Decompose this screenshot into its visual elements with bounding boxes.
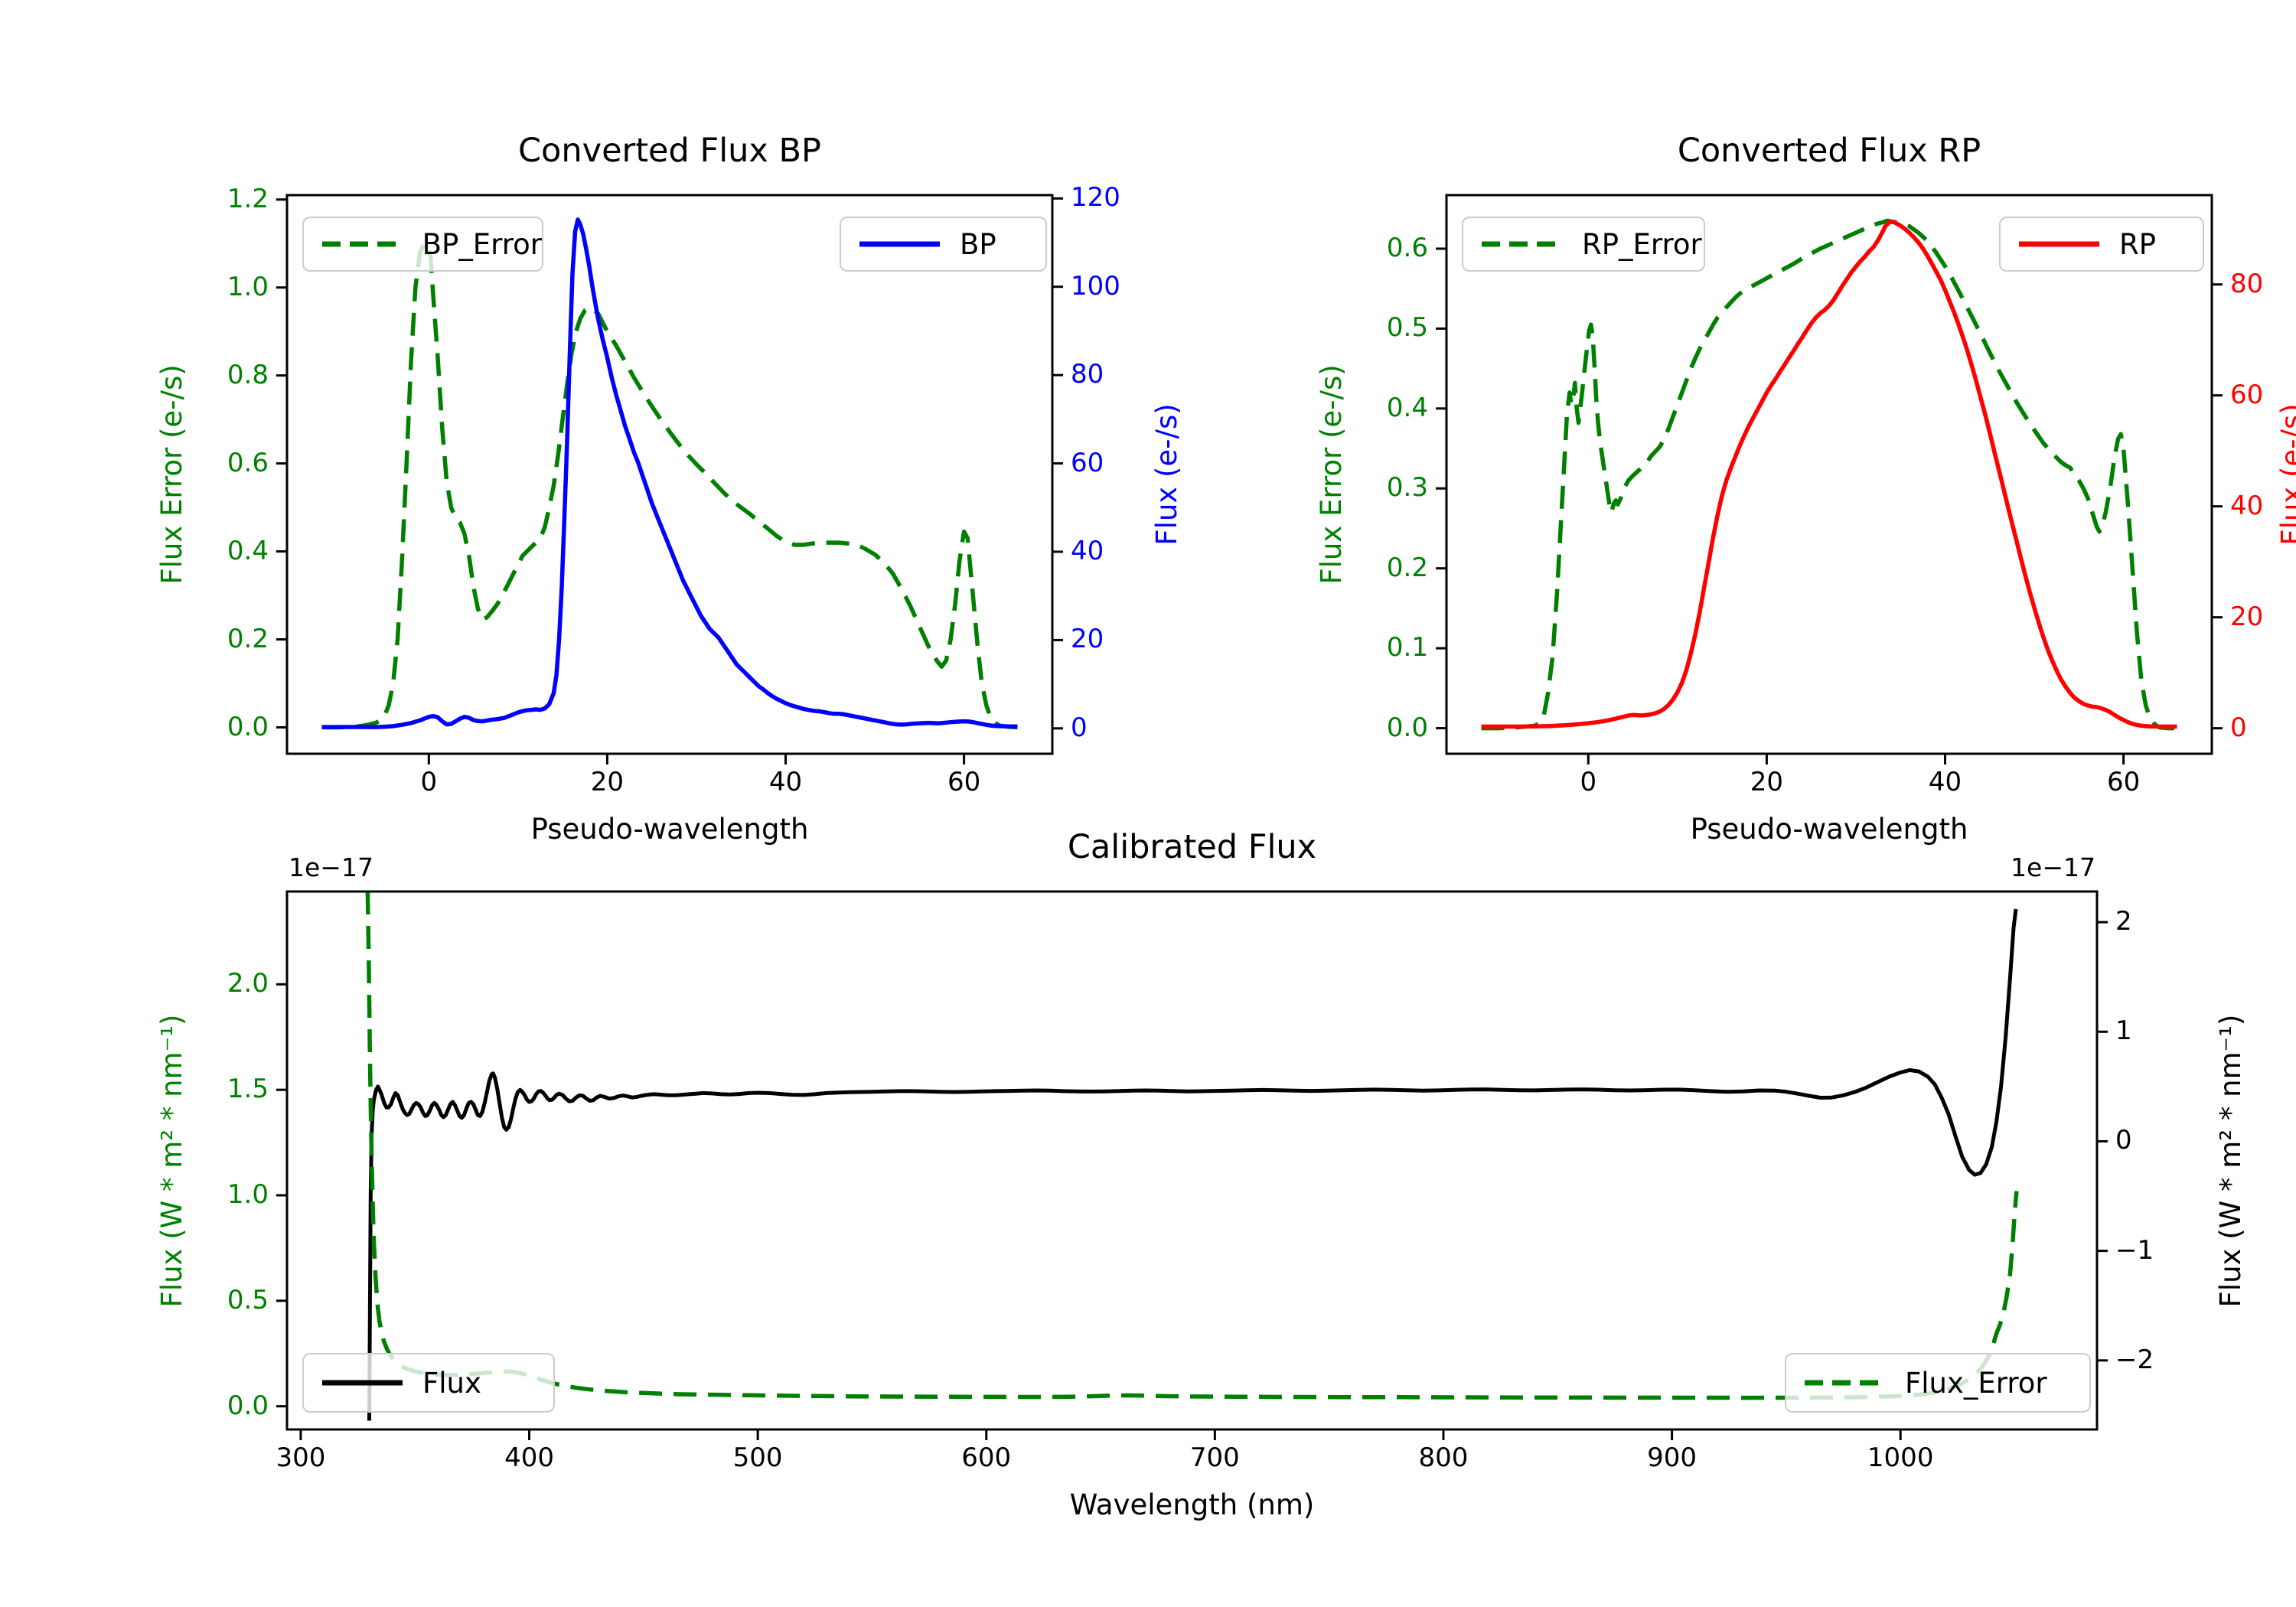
bp-yright-tick-label: 40 <box>1071 535 1104 566</box>
calibrated-yright-tick-label: 0 <box>2115 1125 2132 1156</box>
bp-xlabel: Pseudo-wavelength <box>530 813 809 846</box>
calibrated-legend-flux: Flux <box>302 1353 555 1413</box>
bp-yright-tick-label: 80 <box>1071 359 1104 390</box>
legend-label: RP <box>2119 227 2157 261</box>
legend-line-sample <box>322 1380 403 1386</box>
calibrated-yleft-tick-label: 0.5 <box>227 1284 269 1315</box>
bp-yleft-tick-label: 0.8 <box>227 359 269 390</box>
calibrated-axes-frame <box>285 890 2099 1431</box>
legend-label: RP_Error <box>1582 227 1702 261</box>
legend-label: Flux <box>422 1366 481 1400</box>
rp-legend-rp_error: RP_Error <box>1462 217 1705 272</box>
calibrated-plot-canvas <box>276 890 2108 1440</box>
rp-yright-label: Flux (e-/s) <box>2275 403 2296 546</box>
bp-yleft-tick-label: 0.2 <box>227 623 269 654</box>
rp-yleft-label: Flux Error (e-/s) <box>1315 364 1348 585</box>
calibrated-xlabel: Wavelength (nm) <box>1069 1488 1315 1521</box>
rp-yleft-tick-label: 0.0 <box>1386 712 1428 743</box>
bp-yleft-tick-label: 0.6 <box>227 447 269 478</box>
rp-yright-tick-label: 20 <box>2230 601 2264 632</box>
calibrated-yleft-tick-label: 2.0 <box>227 968 269 999</box>
bp-title: Converted Flux BP <box>518 132 821 170</box>
rp-x-tick-label: 60 <box>2106 767 2141 797</box>
calibrated-yright-tick-label: 1 <box>2115 1015 2132 1047</box>
bp-yright-tick-label: 100 <box>1071 270 1120 302</box>
calibrated-yright-offset: 1e−17 <box>2011 852 2095 882</box>
bp-x-tick-label: 40 <box>768 767 803 797</box>
rp-axes-frame <box>1445 194 2213 755</box>
bp-plot-canvas <box>276 194 1063 764</box>
bp-yleft-tick-label: 1.0 <box>227 271 269 302</box>
legend-line-sample <box>1482 241 1562 247</box>
rp-title: Converted Flux RP <box>1677 132 1981 170</box>
calibrated-x-tick-label: 400 <box>504 1442 554 1473</box>
rp-legend-rp: RP <box>1999 217 2204 272</box>
calibrated-x-tick-label: 900 <box>1647 1442 1698 1473</box>
bp-yright-tick-label: 60 <box>1071 447 1104 478</box>
flux-line <box>367 908 2018 1421</box>
calibrated-yleft-label: Flux (W * m² * nm⁻¹) <box>155 1014 188 1307</box>
legend-line-sample <box>1805 1380 1885 1386</box>
calibrated-yleft-tick-label: 1.5 <box>227 1074 269 1105</box>
bp-x-tick-label: 60 <box>947 767 981 797</box>
bp-axes-frame <box>285 194 1054 755</box>
calibrated-legend-flux_error: Flux_Error <box>1785 1353 2091 1413</box>
calibrated-title: Calibrated Flux <box>1067 828 1317 866</box>
rp-yleft-tick-label: 0.3 <box>1386 472 1428 504</box>
rp-x-tick-label: 20 <box>1750 767 1784 797</box>
rp_error-line <box>1481 218 2177 731</box>
bp-x-tick-label: 0 <box>420 767 438 797</box>
rp-line <box>1481 220 2177 729</box>
rp-xlabel: Pseudo-wavelength <box>1690 813 1968 846</box>
bp-yleft-tick-label: 1.2 <box>227 183 269 214</box>
rp-yright-tick-label: 60 <box>2230 379 2264 410</box>
rp-yright-tick-label: 80 <box>2230 268 2264 299</box>
bp-line <box>321 217 1018 729</box>
calibrated-yleft-tick-label: 1.0 <box>227 1178 269 1210</box>
legend-line-sample <box>859 241 940 247</box>
calibrated-yright-tick-label: −1 <box>2115 1234 2154 1266</box>
legend-label: Flux_Error <box>1905 1366 2047 1400</box>
rp-x-tick-label: 0 <box>1580 767 1597 797</box>
calibrated-yright-tick-label: 2 <box>2115 906 2132 937</box>
legend-line-sample <box>322 241 403 247</box>
calibrated-x-tick-label: 1000 <box>1867 1442 1934 1473</box>
bp-yright-tick-label: 120 <box>1071 182 1120 214</box>
bp-legend-bp_error: BP_Error <box>302 217 543 272</box>
rp-yright-tick-label: 40 <box>2230 490 2264 521</box>
rp-x-tick-label: 40 <box>1928 767 1962 797</box>
flux_error-line <box>365 892 2019 1400</box>
rp-plot-canvas <box>1436 194 2223 764</box>
bp-yright-label: Flux (e-/s) <box>1150 403 1183 546</box>
calibrated-x-tick-label: 500 <box>732 1442 783 1473</box>
calibrated-yright-label: Flux (W * m² * nm⁻¹) <box>2214 1014 2247 1307</box>
bp-x-tick-label: 20 <box>590 767 625 797</box>
legend-label: BP_Error <box>422 227 542 261</box>
legend-label: BP <box>960 227 996 261</box>
bp-yleft-label: Flux Error (e-/s) <box>155 364 188 585</box>
calibrated-yleft-tick-label: 0.0 <box>227 1390 269 1421</box>
bp-yright-tick-label: 0 <box>1071 712 1088 743</box>
bp-yleft-tick-label: 0.0 <box>227 711 269 742</box>
rp-yleft-tick-label: 0.1 <box>1386 632 1428 663</box>
rp-yleft-tick-label: 0.4 <box>1386 392 1428 423</box>
bp-legend-bp: BP <box>840 217 1047 272</box>
rp-yleft-tick-label: 0.6 <box>1386 232 1428 263</box>
rp-yleft-tick-label: 0.5 <box>1386 312 1428 344</box>
calibrated-yleft-offset: 1e−17 <box>289 852 373 882</box>
bp_error-line <box>321 241 1018 730</box>
calibrated-x-tick-label: 800 <box>1418 1442 1469 1473</box>
calibrated-yright-tick-label: −2 <box>2115 1344 2154 1375</box>
bp-yright-tick-label: 20 <box>1071 624 1104 655</box>
bp-yleft-tick-label: 0.4 <box>227 535 269 566</box>
calibrated-x-tick-label: 600 <box>961 1442 1012 1473</box>
rp-yleft-tick-label: 0.2 <box>1386 552 1428 583</box>
legend-line-sample <box>2019 241 2099 247</box>
rp-yright-tick-label: 0 <box>2230 712 2247 743</box>
calibrated-x-tick-label: 300 <box>276 1442 326 1473</box>
calibrated-x-tick-label: 700 <box>1189 1442 1240 1473</box>
